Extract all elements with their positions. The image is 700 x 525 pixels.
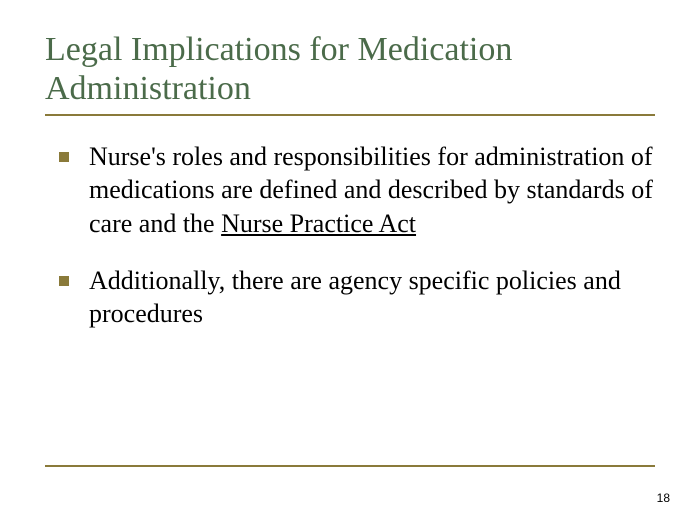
bullet-text: Additionally, there are agency specific …: [89, 266, 621, 328]
footer-rule: [45, 465, 655, 467]
bullet-item: Additionally, there are agency specific …: [53, 264, 655, 331]
title-underline-rule: [45, 114, 655, 116]
bullet-underlined-text: Nurse Practice Act: [221, 209, 416, 238]
page-number: 18: [657, 491, 670, 505]
slide-title: Legal Implications for Medication Admini…: [45, 30, 655, 108]
bullet-list: Nurse's roles and responsibilities for a…: [45, 140, 655, 330]
slide: Legal Implications for Medication Admini…: [0, 0, 700, 525]
bullet-item: Nurse's roles and responsibilities for a…: [53, 140, 655, 240]
